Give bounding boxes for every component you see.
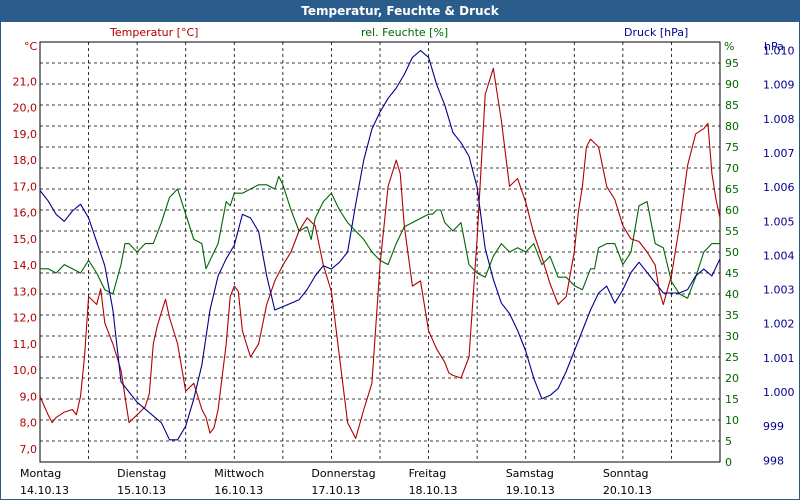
temperature-tick-label: 11,0 [13, 338, 38, 351]
series-line-humidity [40, 175, 720, 299]
x-tick-date: 14.10.13 [20, 484, 69, 497]
humidity-tick-label: 55 [725, 225, 739, 238]
x-tick-date: 16.10.13 [214, 484, 263, 497]
pressure-tick-label: 1.001 [763, 352, 795, 365]
pressure-axis-unit: hPa [764, 40, 784, 53]
temperature-tick-label: 12,0 [13, 312, 38, 325]
x-tick-weekday: Montag [20, 467, 61, 480]
temperature-tick-label: 14,0 [13, 259, 38, 272]
pressure-tick-label: 1.000 [763, 386, 795, 399]
pressure-tick-label: 1.005 [763, 215, 795, 228]
humidity-tick-label: 60 [725, 204, 739, 217]
temperature-axis-unit: °C [24, 40, 38, 53]
temperature-axis-label: Temperatur [°C] [109, 26, 198, 39]
humidity-tick-label: 75 [725, 141, 739, 154]
temperature-tick-label: 15,0 [13, 233, 38, 246]
x-tick-date: 15.10.13 [117, 484, 166, 497]
pressure-tick-label: 1.010 [763, 45, 795, 58]
humidity-axis-label: rel. Feuchte [%] [361, 26, 448, 39]
humidity-tick-label: 10 [725, 414, 739, 427]
pressure-tick-label: 1.004 [763, 249, 795, 262]
x-tick-weekday: Sonntag [603, 467, 649, 480]
temperature-tick-label: 9,0 [20, 390, 38, 403]
pressure-tick-label: 1.007 [763, 147, 795, 160]
humidity-tick-label: 45 [725, 267, 739, 280]
humidity-tick-label: 50 [725, 246, 739, 259]
temperature-tick-label: 18,0 [13, 154, 38, 167]
temperature-tick-label: 21,0 [13, 75, 38, 88]
temperature-tick-label: 19,0 [13, 128, 38, 141]
humidity-tick-label: 65 [725, 183, 739, 196]
temperature-tick-label: 13,0 [13, 285, 38, 298]
humidity-tick-label: 0 [725, 456, 732, 469]
pressure-axis-label: Druck [hPa] [624, 26, 688, 39]
temperature-tick-label: 16,0 [13, 207, 38, 220]
plot-series [39, 49, 721, 441]
pressure-tick-label: 1.003 [763, 284, 795, 297]
humidity-axis-unit: % [724, 40, 734, 53]
humidity-tick-label: 95 [725, 57, 739, 70]
x-tick-date: 20.10.13 [603, 484, 652, 497]
x-tick-date: 17.10.13 [311, 484, 360, 497]
humidity-tick-label: 90 [725, 78, 739, 91]
pressure-tick-label: 1.009 [763, 79, 795, 92]
temperature-tick-label: 20,0 [13, 102, 38, 115]
axes: 7,0 8,0 9,0 10,0 11,0 12,0 13,0 14,0 15,0 16,0 17,… [13, 45, 795, 497]
humidity-tick-label: 40 [725, 288, 739, 301]
humidity-tick-label: 5 [725, 435, 732, 448]
humidity-tick-label: 30 [725, 330, 739, 343]
x-tick-date: 18.10.13 [409, 484, 458, 497]
pressure-tick-label: 999 [763, 420, 784, 433]
series-line-temperature [39, 67, 721, 439]
x-tick-weekday: Samstag [506, 467, 554, 480]
series-line-pressure [39, 49, 721, 441]
pressure-tick-label: 1.008 [763, 113, 795, 126]
x-tick-weekday: Donnerstag [311, 467, 375, 480]
humidity-tick-label: 80 [725, 120, 739, 133]
temperature-tick-label: 7,0 [20, 443, 38, 456]
humidity-tick-label: 70 [725, 162, 739, 175]
humidity-tick-label: 25 [725, 351, 739, 364]
temperature-tick-label: 8,0 [20, 417, 38, 430]
humidity-tick-label: 35 [725, 309, 739, 322]
x-tick-date: 19.10.13 [506, 484, 555, 497]
humidity-tick-label: 15 [725, 393, 739, 406]
temperature-tick-label: 17,0 [13, 180, 38, 193]
pressure-tick-label: 1.006 [763, 181, 795, 194]
pressure-tick-label: 1.002 [763, 318, 795, 331]
x-tick-weekday: Dienstag [117, 467, 166, 480]
pressure-tick-label: 998 [763, 454, 784, 467]
humidity-tick-label: 20 [725, 372, 739, 385]
humidity-tick-label: 85 [725, 99, 739, 112]
x-tick-weekday: Mittwoch [214, 467, 264, 480]
temperature-tick-label: 10,0 [13, 364, 38, 377]
x-tick-weekday: Freitag [409, 467, 447, 480]
window-title: Temperatur, Feuchte & Druck [1, 1, 799, 22]
